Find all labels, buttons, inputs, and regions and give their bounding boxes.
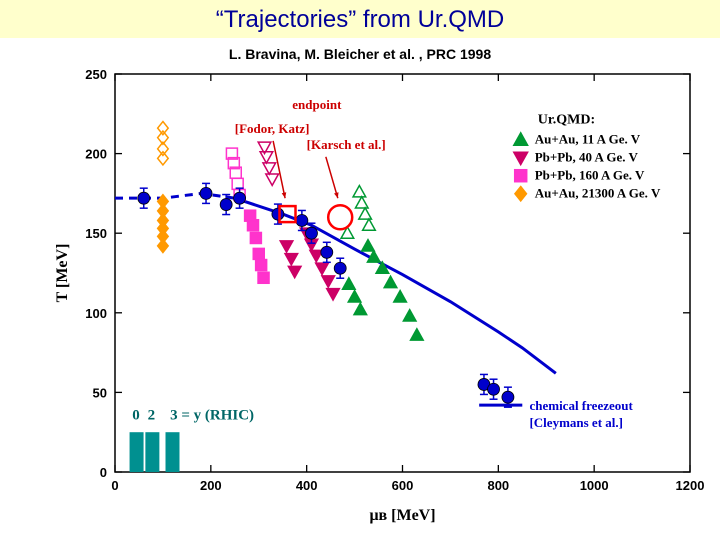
svg-text:Pb+Pb, 40 A Ge. V: Pb+Pb, 40 A Ge. V	[535, 150, 639, 165]
svg-text:Ur.QMD:: Ur.QMD:	[538, 113, 595, 128]
svg-text:Au+Au, 21300 A Ge. V: Au+Au, 21300 A Ge. V	[535, 186, 661, 201]
svg-text:[Cleymans et al.]: [Cleymans et al.]	[529, 415, 623, 430]
chart-svg: 0 200 400 600 800 1000 1200 0 50 100 150 200 250 μʙ […	[0, 62, 720, 532]
svg-text:0: 0	[111, 478, 118, 493]
svg-text:100: 100	[85, 306, 107, 321]
svg-text:1000: 1000	[580, 478, 609, 493]
svg-text:μʙ [MeV]: μʙ [MeV]	[369, 507, 435, 524]
svg-text:[Karsch et al.]: [Karsch et al.]	[307, 137, 386, 152]
subtitle: L. Bravina, M. Bleicher et al. , PRC 199…	[0, 46, 720, 62]
svg-text:endpoint: endpoint	[292, 97, 342, 112]
page-title: “Trajectories” from Ur.QMD	[216, 6, 504, 33]
svg-text:Pb+Pb, 160 A Ge. V: Pb+Pb, 160 A Ge. V	[535, 168, 645, 183]
svg-text:150: 150	[85, 226, 107, 241]
chart: 0 200 400 600 800 1000 1200 0 50 100 150 200 250 μʙ […	[0, 62, 720, 532]
svg-text:600: 600	[392, 478, 414, 493]
title-bar: “Trajectories” from Ur.QMD	[0, 0, 720, 38]
svg-text:200: 200	[85, 147, 107, 162]
svg-text:250: 250	[85, 67, 107, 82]
svg-text:2: 2	[148, 407, 156, 423]
svg-text:0: 0	[132, 407, 140, 423]
svg-text:1200: 1200	[676, 478, 705, 493]
svg-text:Au+Au, 11 A Ge. V: Au+Au, 11 A Ge. V	[535, 132, 641, 147]
svg-text:chemical freezeout: chemical freezeout	[529, 398, 633, 413]
svg-text:200: 200	[200, 478, 222, 493]
svg-text:T [MeV]: T [MeV]	[54, 244, 71, 303]
svg-text:50: 50	[93, 385, 107, 400]
svg-text:800: 800	[487, 478, 509, 493]
svg-text:400: 400	[296, 478, 318, 493]
svg-text:[Fodor, Katz]: [Fodor, Katz]	[235, 121, 310, 136]
svg-text:0: 0	[100, 465, 107, 480]
svg-text:3 = y (RHIC): 3 = y (RHIC)	[170, 407, 254, 423]
